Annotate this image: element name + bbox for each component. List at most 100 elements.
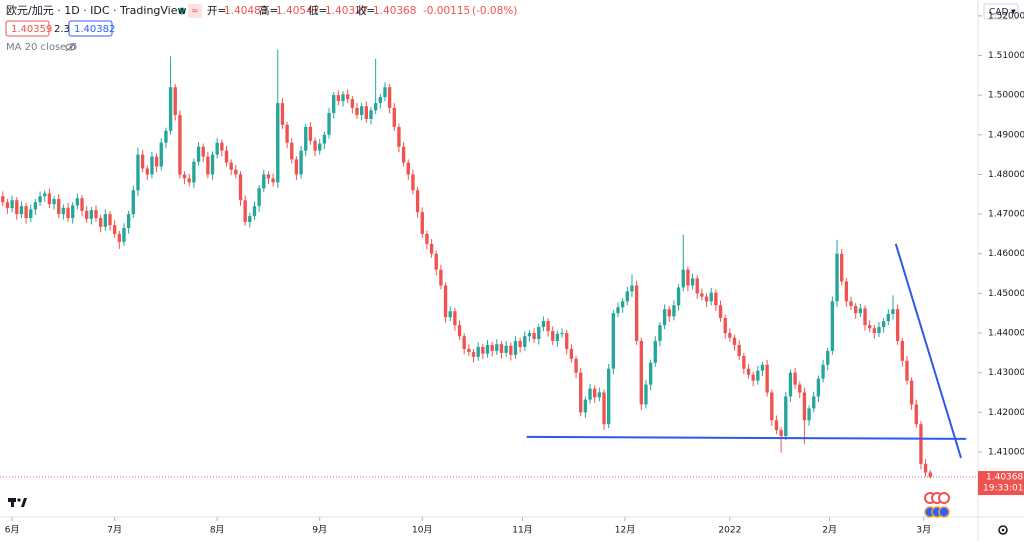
candle-body [168, 87, 173, 131]
candle-body [201, 146, 205, 157]
candle-body [89, 210, 94, 219]
candle-body [686, 269, 690, 286]
candle-body [290, 142, 294, 160]
y-tick-label: 1.48000 [988, 170, 1024, 180]
candle-body [667, 309, 671, 317]
candle-body [634, 285, 639, 341]
settings-icon[interactable] [998, 525, 1008, 535]
bid-box[interactable] [5, 20, 50, 37]
candle-body [830, 301, 835, 351]
candle-body [304, 126, 308, 151]
candle-body [909, 380, 914, 405]
candle-body [229, 162, 233, 170]
candle-body [639, 340, 643, 405]
candle-body [406, 162, 410, 175]
candle-body [266, 174, 271, 179]
candle-body [196, 146, 201, 162]
eye-icon[interactable] [65, 42, 77, 52]
candle-body [928, 472, 932, 478]
candle-body [80, 198, 84, 211]
currency-button[interactable] [983, 3, 1019, 20]
x-tick-label: 2月 [822, 525, 837, 536]
candle-body [397, 126, 401, 147]
candle-body [891, 309, 895, 315]
candle-body [588, 388, 592, 400]
status-badge [188, 4, 202, 18]
candle-body [914, 404, 918, 425]
candle-body [355, 107, 359, 115]
candle-body [75, 198, 80, 206]
countdown: 19:33:01 [983, 484, 1023, 494]
change: -0.00115 [423, 5, 470, 17]
candle-body [439, 269, 443, 286]
candle-body [98, 218, 103, 227]
candle-body [457, 325, 462, 337]
candle-body [322, 134, 327, 144]
candle-body [765, 364, 769, 393]
candle-body [630, 285, 634, 292]
candle-body [294, 159, 299, 175]
candle-body [895, 309, 900, 341]
ohlc-value: 1.40483 [224, 5, 267, 17]
candle-body [61, 207, 66, 215]
x-tick-label: 10月 [412, 525, 432, 536]
candle-body [620, 301, 625, 308]
event-icons[interactable] [924, 492, 950, 518]
candle-body [238, 174, 243, 201]
candle-body [756, 370, 760, 381]
candle-body [71, 205, 75, 219]
candle-body [863, 308, 867, 326]
candle-body [448, 311, 452, 318]
candle-body [849, 301, 853, 307]
candle-body [19, 206, 24, 215]
candle-body [52, 199, 56, 205]
y-tick-label: 1.46000 [988, 249, 1024, 259]
candle-body [57, 199, 61, 215]
candle-body [182, 174, 187, 179]
candle-body [420, 212, 424, 234]
candle-body [816, 378, 821, 397]
y-tick-label: 1.49000 [988, 130, 1024, 140]
candle-body [276, 103, 280, 183]
candle-body [140, 154, 145, 169]
y-tick-label: 1.47000 [988, 210, 1024, 220]
candle-body [900, 340, 904, 361]
candle-body [835, 253, 839, 302]
candle-body [867, 325, 872, 329]
candle-body [872, 328, 877, 334]
candle-body [248, 216, 252, 223]
candle-body [332, 95, 336, 113]
candle-body [415, 190, 420, 213]
y-tick-label: 1.43000 [988, 368, 1024, 378]
candle-body [541, 321, 546, 328]
ask-box[interactable] [68, 20, 113, 37]
status-dot [178, 7, 186, 15]
candle-body [117, 233, 121, 242]
candle-body [555, 333, 560, 341]
drawn-line [526, 435, 967, 440]
candle-body [252, 206, 257, 217]
candle-body [173, 87, 177, 115]
candle-body [537, 327, 541, 339]
candle-body [504, 345, 508, 353]
candle-body [746, 368, 751, 375]
candle-body [471, 352, 476, 357]
candle-body [676, 287, 681, 306]
candle-body [145, 168, 149, 175]
candle-body [593, 388, 597, 398]
candle-body [597, 392, 602, 398]
y-tick-label: 1.41000 [988, 447, 1024, 457]
symbol-title: 欧元/加元 · 1D · IDC · TradingView [6, 4, 187, 17]
candle-body [905, 360, 909, 381]
candle-body [285, 124, 289, 143]
y-tick-label: 1.52000 [988, 11, 1024, 21]
candle-body [215, 142, 219, 155]
candle-body [373, 103, 378, 111]
candle-body [653, 340, 657, 363]
candle-body [94, 210, 98, 219]
ohlc-value: 1.40368 [373, 5, 416, 17]
y-tick-label: 1.45000 [988, 289, 1024, 299]
y-tick-label: 1.50000 [988, 91, 1024, 101]
candle-body [224, 150, 229, 163]
